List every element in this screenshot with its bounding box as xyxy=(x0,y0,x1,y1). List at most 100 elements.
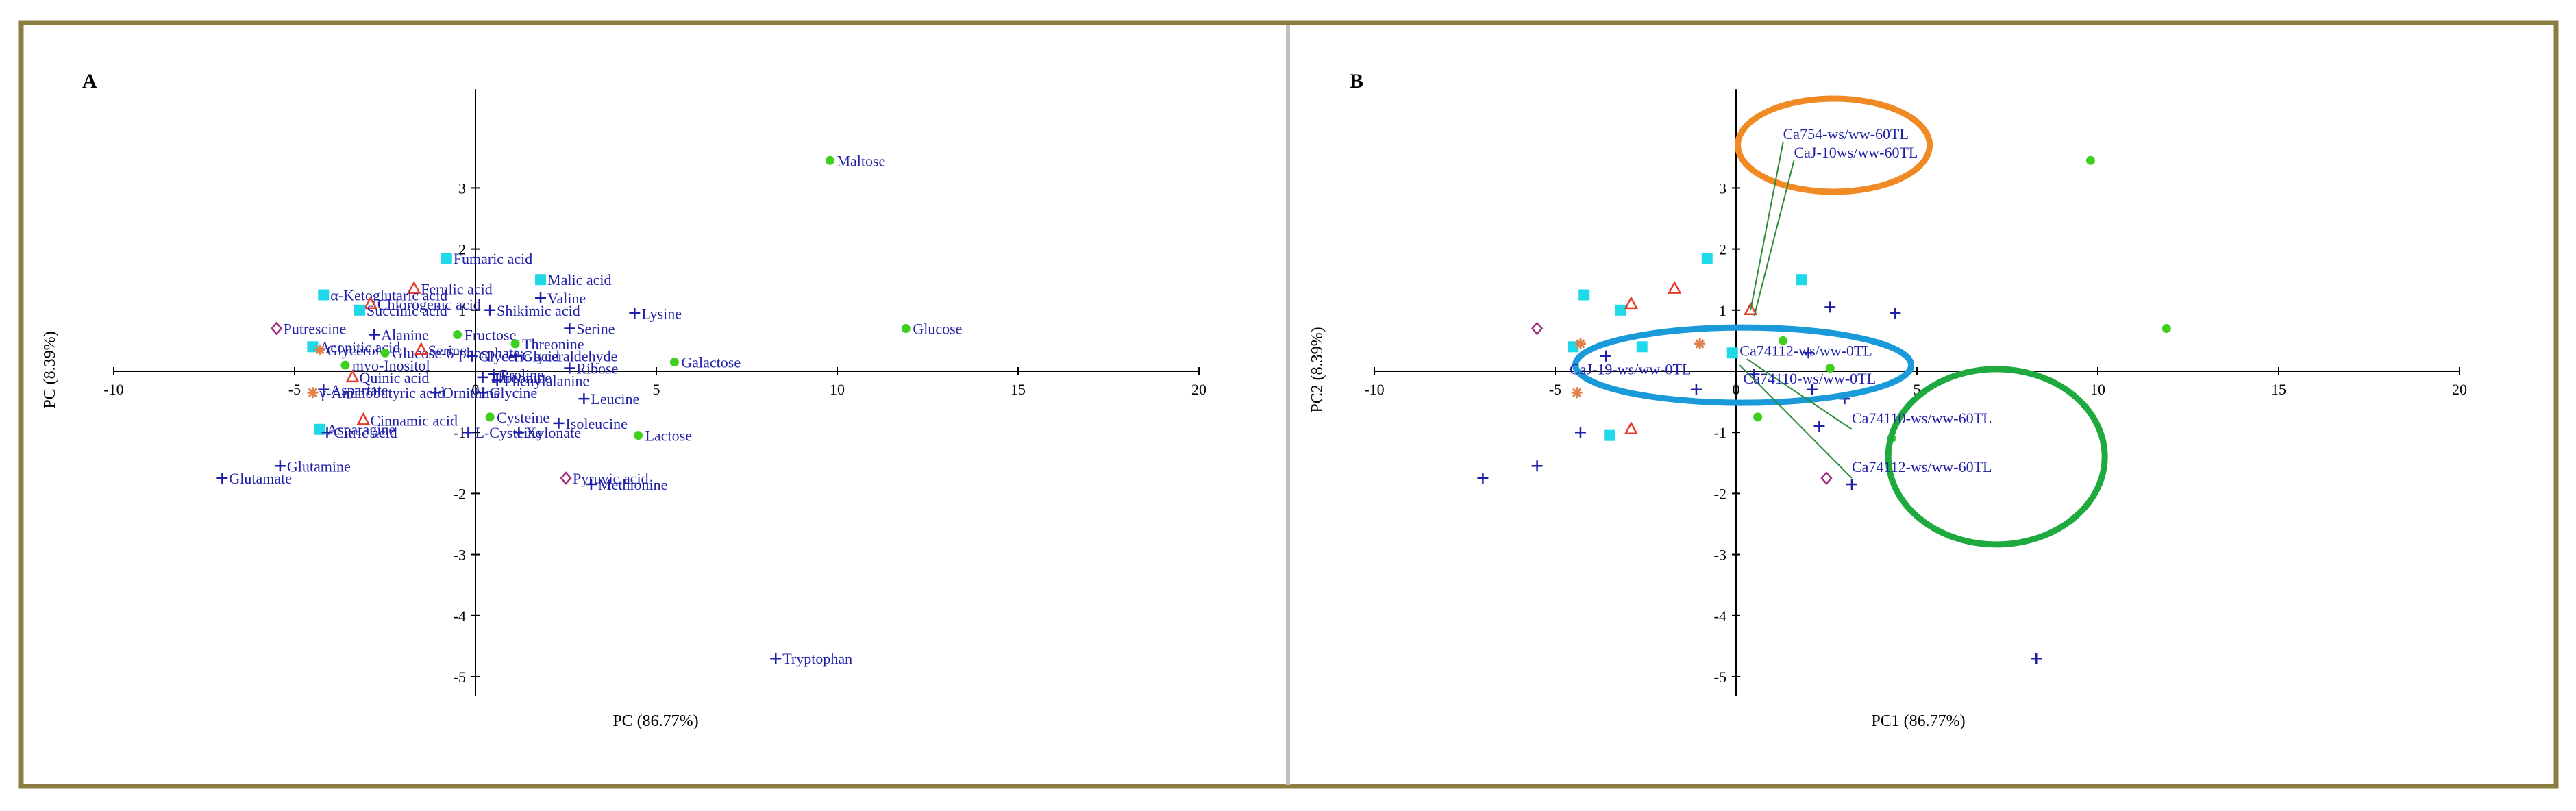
cross-marker xyxy=(553,417,565,429)
leader-line xyxy=(1746,358,1853,430)
triangle-marker xyxy=(363,296,377,310)
dot-marker xyxy=(510,339,520,349)
point-label: Proline xyxy=(500,366,544,383)
sample-label: Ca74110-ws/ww-0TL xyxy=(1744,370,1877,387)
point-label: Alanine xyxy=(381,326,429,343)
cross-marker xyxy=(430,387,441,399)
point-label: Xylonate xyxy=(525,424,581,441)
cross-marker xyxy=(216,473,228,484)
dot-marker xyxy=(485,412,495,422)
dot-marker xyxy=(825,155,834,165)
x-tick-label: -5 xyxy=(1549,381,1561,398)
y-axis-title: PC (8.39%) xyxy=(41,331,59,408)
star-marker xyxy=(314,344,325,355)
point-label: myo-Inositol xyxy=(352,357,430,374)
cross-marker xyxy=(1600,350,1611,362)
cross-marker xyxy=(535,292,547,303)
cross-marker xyxy=(1748,369,1760,380)
x-tick-label: 15 xyxy=(1011,381,1026,398)
cross-marker xyxy=(1890,308,1901,319)
dot-marker xyxy=(1753,412,1763,422)
leader-line xyxy=(1739,364,1853,479)
leader-line xyxy=(1750,142,1784,310)
point-label: Cinnamic acid xyxy=(370,412,458,429)
diamond-marker xyxy=(270,321,283,336)
point-label: α-Ketoglutaric acid xyxy=(330,287,447,304)
x-tick-label: 5 xyxy=(653,381,660,398)
dot-marker xyxy=(2085,155,2095,165)
dot-marker xyxy=(2162,324,2171,334)
y-tick-label: 2 xyxy=(458,241,466,258)
diamond-marker xyxy=(1531,321,1544,336)
cross-marker xyxy=(1813,421,1825,432)
square-marker xyxy=(1701,252,1713,264)
triangle-marker xyxy=(1624,421,1638,434)
cross-marker xyxy=(1806,384,1818,395)
sample-label: Ca74110-ws/ww-60TL xyxy=(1852,410,1992,427)
star-marker xyxy=(1574,338,1586,349)
square-marker xyxy=(1726,347,1738,359)
point-label: Lactose xyxy=(645,427,692,445)
point-label: Quinic acid xyxy=(359,369,429,386)
point-label: Serine xyxy=(428,342,467,359)
x-tick-label: 10 xyxy=(2090,381,2105,398)
y-tick-label: -5 xyxy=(1714,669,1726,686)
point-label: Threonine xyxy=(490,369,552,386)
point-label: Glutamate xyxy=(229,470,292,487)
cross-marker xyxy=(477,387,488,399)
sample-label: CaJ-19-ws/ww-0TL xyxy=(1570,360,1691,377)
square-marker xyxy=(318,289,330,301)
cross-marker xyxy=(484,304,496,316)
point-label: Valine xyxy=(547,290,586,307)
point-label: Serine xyxy=(576,321,615,338)
point-label: Maltose xyxy=(837,152,885,169)
cross-marker xyxy=(369,329,380,340)
triangle-marker xyxy=(414,342,428,355)
square-marker xyxy=(1615,304,1626,316)
cross-marker xyxy=(1477,473,1489,484)
point-label: Methionine xyxy=(598,476,667,493)
cross-marker xyxy=(770,653,782,664)
panel-label: B xyxy=(1350,70,1363,92)
x-tick-label: 20 xyxy=(1191,381,1206,398)
point-label: Lysine xyxy=(641,305,682,322)
cross-marker xyxy=(274,460,286,472)
x-tick-label: 20 xyxy=(2452,381,2467,398)
sample-label: CaJ-10ws/ww-60TL xyxy=(1794,144,1918,161)
cross-marker xyxy=(1846,479,1857,490)
cross-marker xyxy=(1690,384,1702,395)
cross-marker xyxy=(629,308,641,319)
x-axis-title: PC (86.77%) xyxy=(612,712,698,730)
point-label: Ornithine xyxy=(443,384,500,401)
y-tick-label: 1 xyxy=(458,302,466,319)
cross-marker xyxy=(564,323,575,334)
point-label: Glutamine xyxy=(287,458,351,475)
square-marker xyxy=(441,252,452,264)
cross-marker xyxy=(462,427,474,438)
cross-marker xyxy=(2031,653,2042,664)
point-label: Putrescine xyxy=(284,321,347,338)
square-marker xyxy=(1604,429,1615,441)
panel-label: A xyxy=(82,70,97,92)
point-label: Glycine xyxy=(490,384,538,401)
dot-marker xyxy=(1825,364,1835,373)
dot-marker xyxy=(901,324,911,334)
cross-marker xyxy=(513,427,525,438)
point-label: Tryptophan xyxy=(782,650,852,667)
cross-marker xyxy=(564,362,575,374)
point-label: Leucine xyxy=(591,390,639,408)
point-label: Ferulic acid xyxy=(421,281,492,298)
x-axis-title: PC1 (86.77%) xyxy=(1871,712,1965,730)
x-tick-label: 5 xyxy=(1914,381,1921,398)
cross-marker xyxy=(1824,301,1836,313)
point-label: Shikimic acid xyxy=(497,302,580,319)
x-tick-label: 0 xyxy=(472,381,480,398)
cross-marker xyxy=(477,371,488,383)
x-tick-label: 0 xyxy=(1733,381,1740,398)
cross-marker xyxy=(488,369,499,380)
point-label: Cysteine xyxy=(497,409,549,426)
point-label: Fructose xyxy=(465,326,517,343)
diamond-marker xyxy=(1820,471,1833,485)
triangle-marker xyxy=(1744,302,1758,316)
y-tick-label: 2 xyxy=(1719,241,1726,258)
